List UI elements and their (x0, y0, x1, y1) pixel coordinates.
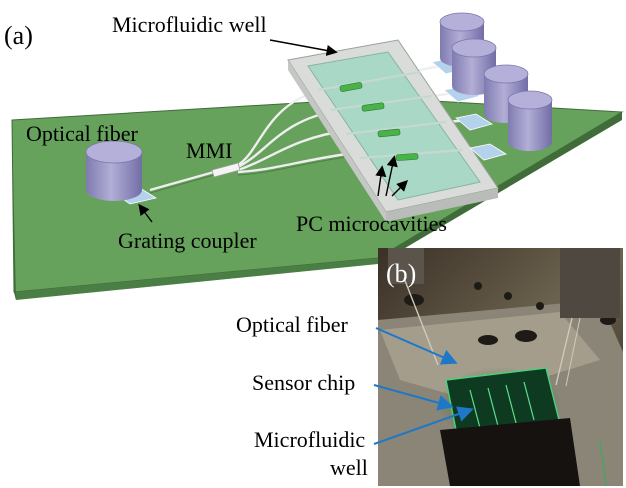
label-b-sensor-chip: Sensor chip (252, 370, 355, 395)
panel-a: (a) Microfluidic well Optical fiber MMI … (4, 12, 624, 300)
mmi-block (211, 162, 241, 178)
label-pc-microcavities: PC microcavities (296, 211, 447, 236)
annotation-arrows (138, 39, 408, 223)
label-microfluidic-well: Microfluidic well (112, 12, 267, 37)
pc-microcavities (339, 82, 419, 161)
label-b-microfluidic: Microfluidic (254, 427, 365, 452)
label-grating-coupler: Grating coupler (118, 228, 257, 253)
output-grating-couplers (431, 57, 507, 161)
panel-a-tag: (a) (4, 21, 33, 50)
label-b-well: well (330, 455, 368, 480)
input-optical-fiber (85, 140, 143, 201)
label-mmi: MMI (186, 138, 232, 163)
output-fibers (439, 12, 553, 151)
panel-b: (b) Optical fiber Sensor chip Microfluid… (236, 248, 623, 487)
photo-details (378, 248, 623, 487)
label-b-optical-fiber: Optical fiber (236, 312, 348, 337)
panel-b-tag: (b) (386, 259, 416, 288)
label-optical-fiber: Optical fiber (26, 121, 138, 146)
photo-arrows (373, 327, 474, 445)
